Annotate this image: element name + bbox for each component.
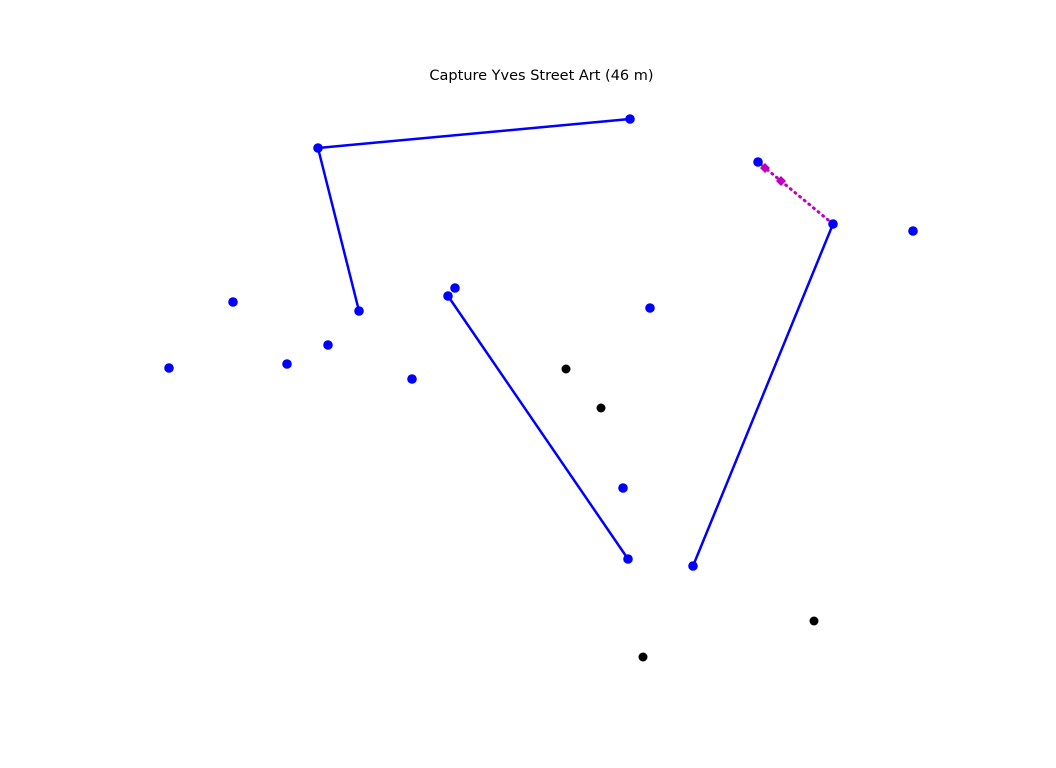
target-point-p9[interactable] — [228, 297, 238, 307]
captured-point-p16[interactable] — [596, 403, 606, 413]
captured-point-p20[interactable] — [809, 616, 819, 626]
player-marker-m2 — [776, 176, 786, 186]
route-line-path-d — [756, 160, 835, 226]
target-point-p14[interactable] — [407, 374, 417, 384]
target-point-p3[interactable] — [354, 306, 364, 316]
target-point-p18[interactable] — [623, 554, 633, 564]
target-point-p8[interactable] — [443, 291, 453, 301]
target-point-p11[interactable] — [323, 340, 333, 350]
route-line-path-a — [316, 117, 632, 313]
target-point-p19[interactable] — [688, 561, 698, 571]
route-line-path-c — [691, 222, 835, 568]
target-point-p7[interactable] — [450, 283, 460, 293]
captured-point-p15[interactable] — [561, 364, 571, 374]
target-point-p12[interactable] — [282, 359, 292, 369]
target-point-p1[interactable] — [625, 114, 635, 124]
target-point-p17[interactable] — [618, 483, 628, 493]
target-point-p5[interactable] — [828, 219, 838, 229]
target-point-p6[interactable] — [908, 226, 918, 236]
target-point-p2[interactable] — [313, 143, 323, 153]
captured-point-p21[interactable] — [638, 652, 648, 662]
target-point-p10[interactable] — [645, 303, 655, 313]
target-point-p13[interactable] — [164, 363, 174, 373]
route-line-path-b — [446, 294, 630, 561]
target-point-p4[interactable] — [753, 157, 763, 167]
player-marker-m1 — [760, 163, 770, 173]
